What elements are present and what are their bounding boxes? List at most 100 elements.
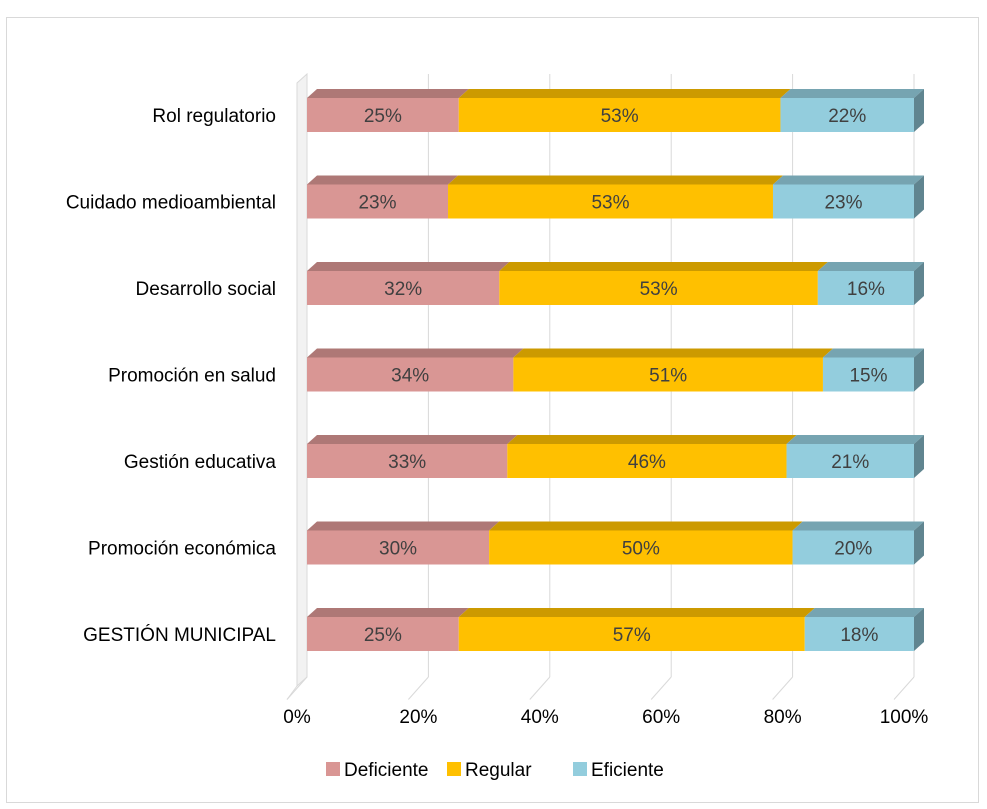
legend-swatch-regular: [447, 762, 461, 776]
x-tick-label: 40%: [521, 707, 559, 728]
data-label: 15%: [849, 366, 887, 387]
data-label: 23%: [824, 193, 862, 214]
data-label: 34%: [391, 366, 429, 387]
legend-label: Regular: [465, 760, 532, 781]
data-label: 16%: [847, 279, 885, 300]
bar-top-deficiente: [307, 262, 510, 271]
category-label: Cuidado medioambiental: [66, 193, 276, 214]
legend: Deficiente Regular Eficiente: [326, 760, 664, 781]
data-label: 23%: [358, 193, 396, 214]
bar-top-deficiente: [307, 348, 524, 358]
data-label: 30%: [379, 539, 417, 560]
bar-segment-regular: [458, 98, 781, 132]
gridline-floor: [408, 676, 429, 700]
data-label: 50%: [622, 539, 660, 560]
data-label: 53%: [640, 279, 678, 300]
legend-item: Deficiente: [326, 760, 429, 781]
floor-edge: [286, 685, 298, 700]
legend-label: Eficiente: [591, 760, 664, 781]
bar-side-eficiente: [914, 435, 924, 478]
bar-segment-eficiente: [804, 617, 914, 651]
bar-top-deficiente: [307, 175, 459, 185]
bar-top-regular: [499, 262, 828, 271]
bar-segment-deficiente: [307, 444, 508, 478]
data-label: 22%: [828, 106, 866, 127]
bar-row: Rol regulatorio 25% 53% 22%: [152, 89, 924, 132]
bar-side-eficiente: [914, 348, 924, 392]
data-label: 46%: [628, 452, 666, 473]
category-label: Gestión educativa: [124, 452, 277, 473]
left-wall: [296, 72, 308, 688]
chart-frame: [6, 17, 979, 803]
bar-side-eficiente: [914, 608, 924, 651]
category-label: Promoción en salud: [108, 366, 276, 387]
bar-side-eficiente: [914, 175, 924, 219]
gridline-floor: [650, 676, 672, 700]
legend-swatch-deficiente: [326, 762, 340, 776]
category-label: GESTIÓN MUNICIPAL: [83, 624, 276, 646]
bar-segment-regular: [448, 184, 773, 219]
x-tick-label: 20%: [399, 707, 437, 728]
bar-row: Cuidado medioambiental 23% 53% 23%: [66, 175, 924, 219]
bar-segment-deficiente: [307, 617, 459, 651]
bar-segment-deficiente: [307, 271, 500, 305]
bar-top-regular: [448, 175, 783, 185]
bars: Rol regulatorio 25% 53% 22% Cuidado medioamb…: [66, 89, 924, 651]
data-label: 53%: [601, 106, 639, 127]
bar-segment-regular: [489, 530, 793, 565]
data-label: 18%: [840, 625, 878, 646]
legend-label: Deficiente: [344, 760, 429, 781]
x-tick-label: 80%: [764, 707, 802, 728]
x-tick-label: 0%: [283, 707, 311, 728]
bar-top-regular: [489, 521, 803, 531]
data-label: 51%: [649, 366, 687, 387]
bar-top-eficiente: [817, 262, 924, 271]
bar-row: Promoción económica 30% 50% 20%: [88, 521, 924, 565]
bar-top-eficiente: [780, 89, 924, 98]
legend-item: Regular: [447, 760, 532, 781]
bar-top-regular: [458, 89, 791, 98]
bar-top-regular: [458, 608, 815, 617]
gridline-floor: [893, 676, 915, 700]
data-label: 20%: [834, 539, 872, 560]
bar-top-deficiente: [307, 89, 469, 98]
x-tick-label: 60%: [642, 707, 680, 728]
bar-row: Promoción en salud 34% 51% 15%: [108, 348, 924, 392]
bar-segment-regular: [513, 357, 823, 392]
bar-segment-regular: [499, 271, 818, 305]
bar-top-deficiente: [307, 521, 500, 531]
bar-top-eficiente: [792, 521, 924, 531]
bar-side-eficiente: [914, 89, 924, 132]
data-label: 53%: [591, 193, 629, 214]
bar-segment-eficiente: [786, 444, 914, 478]
bar-top-deficiente: [307, 435, 518, 444]
bar-side-eficiente: [914, 262, 924, 305]
bar-segment-eficiente: [780, 98, 914, 132]
data-label: 21%: [831, 452, 869, 473]
bar-side-eficiente: [914, 521, 924, 565]
bar-top-regular: [507, 435, 797, 444]
bar-top-eficiente: [804, 608, 924, 617]
data-label: 25%: [364, 106, 402, 127]
bar-top-eficiente: [822, 348, 924, 358]
bar-segment-eficiente: [792, 530, 914, 565]
bar-segment-regular: [507, 444, 787, 478]
bar-top-deficiente: [307, 608, 469, 617]
legend-item: Eficiente: [573, 760, 664, 781]
data-label: 57%: [613, 625, 651, 646]
bar-segment-eficiente: [817, 271, 914, 305]
bar-segment-deficiente: [307, 530, 490, 565]
data-label: 33%: [388, 452, 426, 473]
data-label: 32%: [384, 279, 422, 300]
data-label: 25%: [364, 625, 402, 646]
bar-top-regular: [513, 348, 833, 358]
category-label: Promoción económica: [88, 539, 276, 560]
bar-top-eficiente: [772, 175, 924, 185]
bar-row: GESTIÓN MUNICIPAL 25% 57% 18%: [83, 608, 924, 651]
bar-segment-deficiente: [307, 98, 459, 132]
x-axis-tick-labels: 0% 20% 40% 60% 80% 100%: [283, 707, 928, 728]
x-tick-label: 100%: [880, 707, 929, 728]
bar-row: Desarrollo social 32% 53% 16%: [136, 262, 924, 305]
bar-segment-eficiente: [772, 184, 914, 219]
bar-segment-deficiente: [307, 357, 514, 392]
